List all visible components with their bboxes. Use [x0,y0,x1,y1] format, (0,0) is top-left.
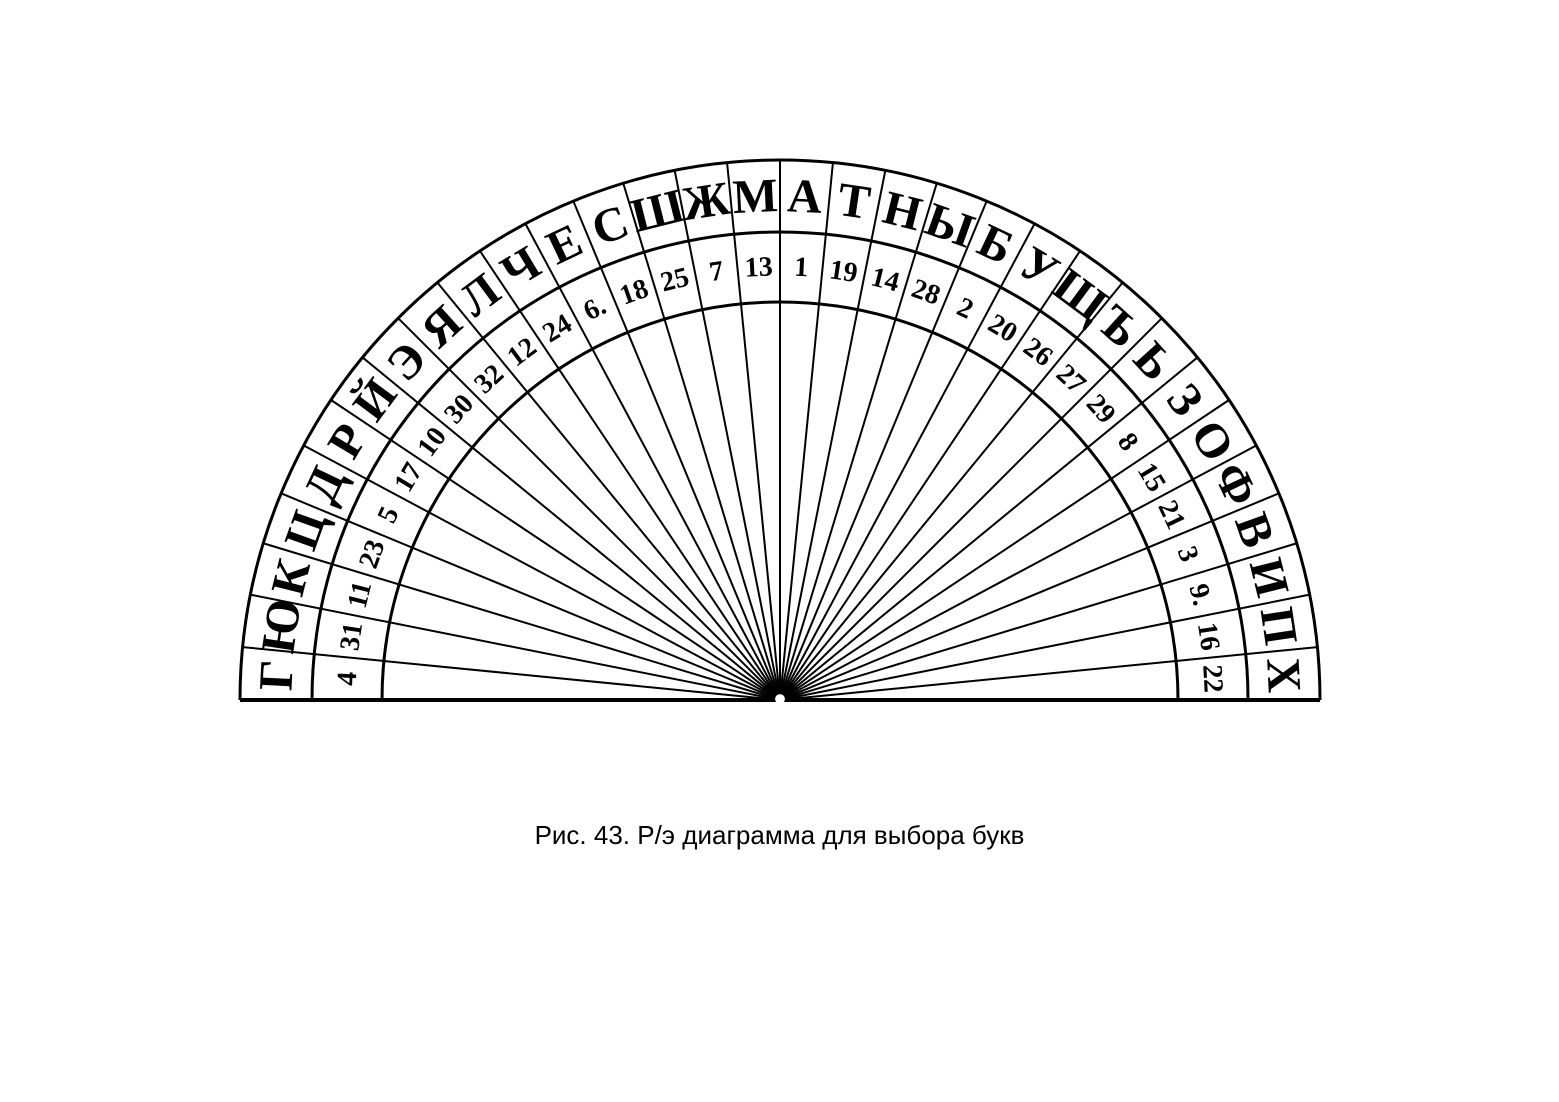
dial-ray [792,445,1256,693]
dial-letter: П [1250,604,1308,649]
dial-letter: Э [376,332,437,392]
dial-letter: В [1224,506,1285,554]
dial-number: 2 [952,292,978,326]
dial-number: 3 [1171,542,1205,566]
dial-letter: И [1239,553,1299,602]
dial-number: 6. [579,290,611,327]
dial-number: 31 [334,620,369,652]
dial-letter: Ы [919,193,981,259]
dial-number: 19 [827,254,859,289]
dial-number: 16 [1191,620,1226,652]
dial-number: 25 [657,262,692,299]
letter-dial-diagram: Г4Ю31К11Ц23Д5Р17Й10Э30Я32Л12Ч24Е6.С18Ш25… [0,0,1559,1102]
dial-number: 18 [616,273,653,312]
page-stage: Г4Ю31К11Ц23Д5Р17Й10Э30Я32Л12Ч24Е6.С18Ш25… [0,0,1559,1102]
dial-letter: Ж [679,172,734,231]
dial-number: 28 [907,273,944,312]
dial-letter: Ч [492,236,549,300]
dial-ray [525,224,773,688]
dial-letter: К [261,554,321,601]
dial-letter: Л [450,263,510,327]
dial-hub-hole [775,694,785,704]
dial-number: 21 [1151,496,1191,535]
dial-letter: Г [249,659,303,692]
dial-letter: Я [411,295,472,358]
dial-letter: Ю [251,595,311,656]
dial-number: 11 [342,578,379,611]
dial-number: 22 [1196,664,1228,693]
dial-letter: Ь [1123,332,1184,391]
dial-letter: Ф [1203,455,1269,515]
dial-number: 14 [868,262,903,299]
dial-number: 1 [793,252,809,284]
dial-letter: Х [1256,657,1311,695]
dial-letter: Й [343,369,408,431]
dial-number: 20 [983,308,1023,349]
dial-letter: Р [317,415,378,467]
dial-number: 15 [1131,457,1172,497]
dial-letter: А [786,169,824,224]
dial-letter: М [731,169,779,224]
dial-number: 9. [1182,581,1217,609]
dial-number: 5 [372,502,406,528]
dial-number: 7 [707,255,725,288]
dial-number: 13 [744,251,773,283]
dial-number: 24 [537,308,577,349]
figure-caption: Рис. 43. Р/э диаграмма для выбора букв [0,820,1559,851]
dial-letter: Т [834,173,873,230]
dial-number: 4 [332,671,364,687]
dial-number: 23 [353,536,392,573]
dial-number: 17 [388,457,429,497]
dial-number: 8 [1111,427,1144,457]
dial-letter: З [1156,374,1214,426]
dial-letter: Н [878,181,927,241]
